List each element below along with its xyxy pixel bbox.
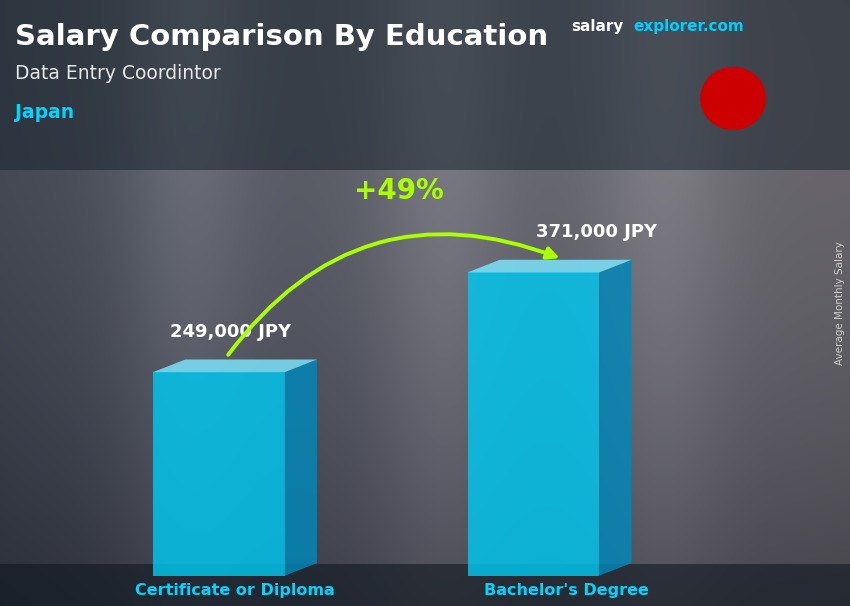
Text: +49%: +49% [354,176,444,205]
Bar [153,372,285,576]
Polygon shape [153,359,317,372]
Bar [468,273,599,576]
Text: Average Monthly Salary: Average Monthly Salary [835,241,845,365]
Text: Bachelor's Degree: Bachelor's Degree [484,583,649,598]
Text: salary: salary [571,19,624,35]
Polygon shape [599,260,632,576]
Text: Certificate or Diploma: Certificate or Diploma [135,583,335,598]
Circle shape [701,67,765,130]
FancyArrowPatch shape [228,234,556,355]
Polygon shape [285,359,317,576]
Text: Salary Comparison By Education: Salary Comparison By Education [15,23,548,51]
Text: 371,000 JPY: 371,000 JPY [536,223,657,241]
Text: Data Entry Coordintor: Data Entry Coordintor [15,64,221,82]
Polygon shape [468,260,632,273]
Bar [0,564,850,606]
Text: Japan: Japan [15,103,75,122]
Text: explorer.com: explorer.com [633,19,744,35]
Bar [0,0,850,170]
Text: 249,000 JPY: 249,000 JPY [170,322,292,341]
